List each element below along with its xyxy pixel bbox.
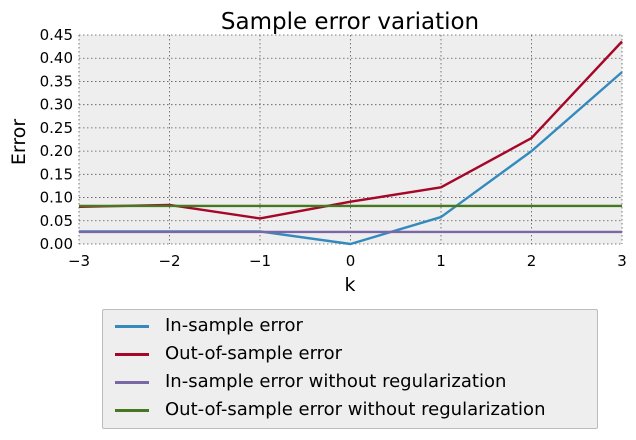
legend-swatch: [115, 325, 149, 328]
y-tick-label: 0.15: [40, 165, 73, 183]
y-tick-label: 0.40: [40, 49, 73, 67]
series-lines: [78, 40, 623, 246]
legend-label: Out-of-sample error without regularizati…: [165, 399, 546, 420]
legend-entry-in-sample-error: In-sample error: [103, 313, 597, 341]
legend-label: Out-of-sample error: [165, 343, 343, 364]
y-tick-label: 0.00: [40, 235, 73, 253]
x-tick-label: 3: [617, 252, 627, 270]
legend-entry-in-sample-error-no-reg: In-sample error without regularization: [103, 369, 597, 397]
x-tick-label: −2: [158, 252, 180, 270]
y-tick-label: 0.20: [40, 142, 73, 160]
chart-title: Sample error variation: [221, 9, 479, 35]
y-tick-label: 0.05: [40, 212, 73, 230]
y-tick-label: 0.35: [40, 72, 73, 90]
y-tick-label: 0.30: [40, 96, 73, 114]
legend-entry-out-of-sample-error-no-reg: Out-of-sample error without regularizati…: [103, 397, 597, 425]
y-tick-label: 0.45: [40, 26, 73, 44]
axis-ticks: −3 −2 −1 0 1 2 3 0.00 0.05 0.10 0.15 0.20 0.25 0.30 0.…: [40, 26, 627, 270]
y-axis-label: Error: [8, 119, 30, 166]
legend-swatch: [115, 353, 149, 356]
x-tick-label: 2: [527, 252, 537, 270]
x-axis-label: k: [344, 274, 355, 296]
y-tick-label: 0.25: [40, 119, 73, 137]
legend-label: In-sample error: [165, 315, 303, 336]
legend-swatch: [115, 381, 149, 384]
chart-legend: In-sample error Out-of-sample error In-s…: [102, 309, 598, 429]
y-tick-label: 0.10: [40, 189, 73, 207]
legend-entry-out-of-sample-error: Out-of-sample error: [103, 341, 597, 369]
x-tick-label: 1: [436, 252, 446, 270]
legend-label: In-sample error without regularization: [165, 371, 507, 392]
x-tick-label: 0: [346, 252, 356, 270]
x-tick-label: −3: [68, 252, 90, 270]
legend-swatch: [115, 409, 149, 412]
x-tick-label: −1: [249, 252, 271, 270]
